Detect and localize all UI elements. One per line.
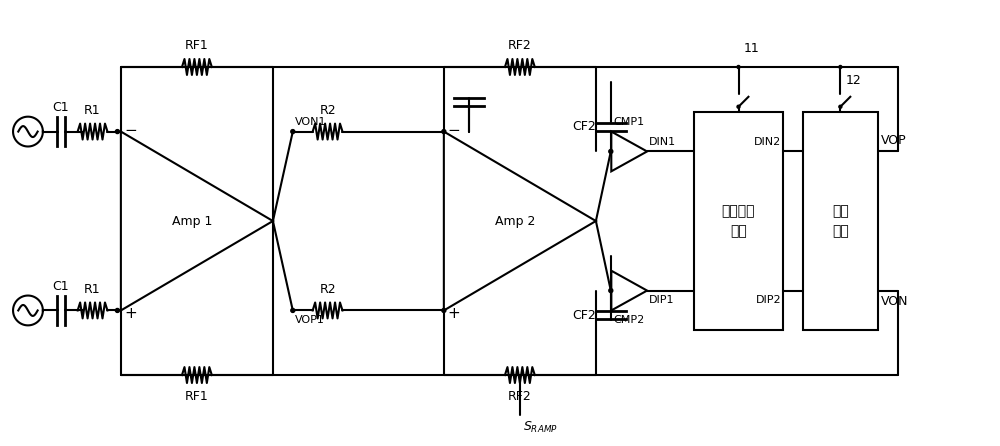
Text: VOP1: VOP1 [295, 315, 325, 326]
Text: CMP2: CMP2 [614, 315, 645, 326]
Circle shape [115, 309, 119, 313]
Text: $-$: $-$ [124, 121, 137, 136]
Text: VOP: VOP [881, 135, 906, 148]
Circle shape [291, 309, 295, 313]
Circle shape [737, 66, 740, 69]
Text: $-$: $-$ [447, 121, 460, 136]
Text: 驱动
模块: 驱动 模块 [832, 204, 849, 238]
Circle shape [839, 105, 842, 108]
Text: CMP1: CMP1 [614, 116, 645, 127]
Text: RF1: RF1 [185, 390, 209, 403]
Text: $+$: $+$ [447, 306, 460, 321]
Circle shape [115, 130, 119, 133]
Text: RF2: RF2 [508, 390, 532, 403]
Text: $S_{RAMP}$: $S_{RAMP}$ [523, 420, 558, 435]
Text: R1: R1 [84, 283, 101, 296]
FancyBboxPatch shape [694, 112, 783, 330]
Text: 半波调制
模块: 半波调制 模块 [722, 204, 755, 238]
Circle shape [737, 105, 740, 108]
Text: RF2: RF2 [508, 39, 532, 52]
Text: VON1: VON1 [295, 116, 326, 127]
Text: 11: 11 [743, 42, 759, 55]
Circle shape [442, 309, 446, 313]
Circle shape [609, 289, 613, 293]
Text: CF2: CF2 [572, 120, 596, 133]
Text: R2: R2 [319, 103, 336, 117]
Text: DIN1: DIN1 [649, 137, 676, 148]
Text: CF2: CF2 [572, 309, 596, 322]
Text: 12: 12 [845, 74, 861, 87]
Text: C1: C1 [52, 280, 69, 293]
Text: DIP2: DIP2 [756, 294, 781, 305]
Text: Amp 1: Amp 1 [172, 215, 212, 227]
Text: VON: VON [881, 294, 908, 308]
Text: DIN2: DIN2 [754, 137, 781, 148]
Text: $+$: $+$ [124, 306, 137, 321]
Circle shape [442, 130, 446, 133]
Text: DIP1: DIP1 [649, 294, 675, 305]
Text: RF1: RF1 [185, 39, 209, 52]
Text: C1: C1 [52, 101, 69, 114]
Text: R2: R2 [319, 283, 336, 296]
Text: R1: R1 [84, 103, 101, 117]
Circle shape [609, 149, 613, 153]
Circle shape [291, 130, 295, 133]
Circle shape [839, 66, 842, 69]
FancyBboxPatch shape [803, 112, 878, 330]
Text: Amp 2: Amp 2 [495, 215, 535, 227]
